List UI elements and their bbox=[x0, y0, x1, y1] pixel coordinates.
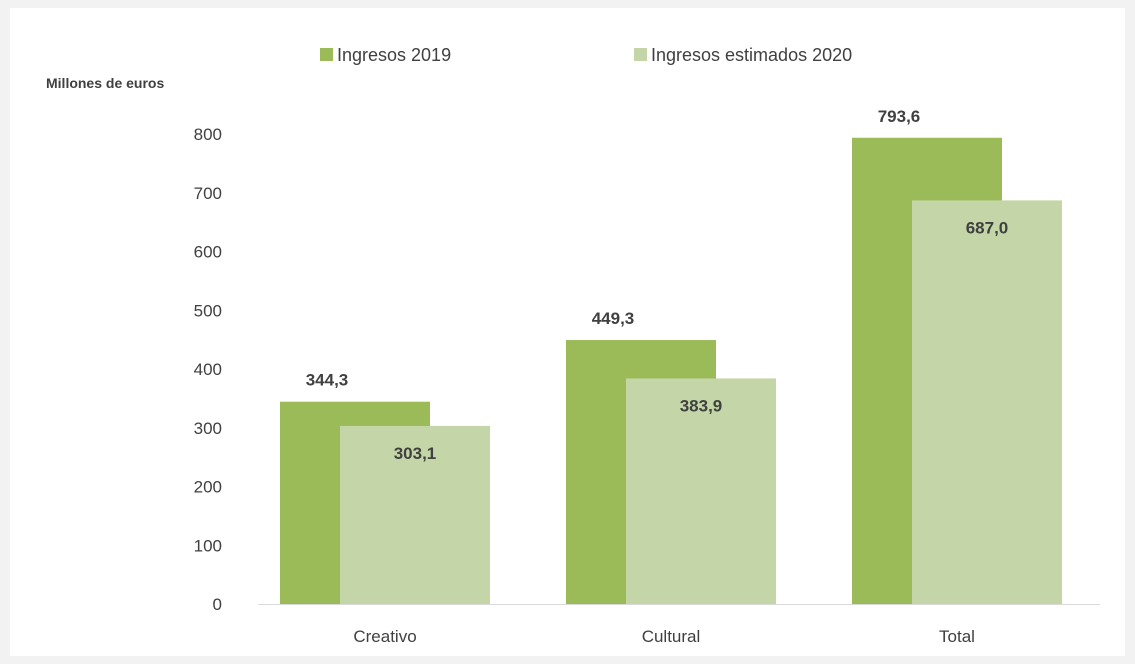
y-tick-label: 300 bbox=[194, 419, 222, 438]
legend-label: Ingresos 2019 bbox=[337, 45, 451, 65]
legend-swatch bbox=[320, 48, 333, 61]
data-label: 793,6 bbox=[878, 107, 921, 126]
y-tick-label: 600 bbox=[194, 243, 222, 262]
legend-swatch bbox=[634, 48, 647, 61]
bar-creativo-series-2 bbox=[340, 425, 490, 604]
y-tick-label: 0 bbox=[213, 595, 222, 614]
y-axis-label: Millones de euros bbox=[46, 75, 164, 91]
data-label: 303,1 bbox=[394, 444, 437, 463]
legend: Ingresos 2019 Ingresos estimados 2020 bbox=[320, 45, 852, 65]
data-labels: 344,3 303,1 449,3 383,9 793,6 687,0 bbox=[306, 107, 1009, 463]
data-label: 383,9 bbox=[680, 396, 723, 415]
data-label: 687,0 bbox=[966, 218, 1009, 237]
y-tick-label: 200 bbox=[194, 478, 222, 497]
data-label: 449,3 bbox=[592, 309, 635, 328]
y-tick-label: 100 bbox=[194, 536, 222, 555]
bars bbox=[280, 137, 1062, 604]
chart-frame: Ingresos 2019 Ingresos estimados 2020 Mil… bbox=[10, 8, 1125, 656]
x-tick-label: Cultural bbox=[642, 627, 701, 646]
y-tick-label: 700 bbox=[194, 184, 222, 203]
category-labels: Creativo Cultural Total bbox=[353, 627, 975, 646]
y-tick-label: 500 bbox=[194, 301, 222, 320]
bar-cultural-series-2 bbox=[626, 378, 776, 604]
bar-chart: Ingresos 2019 Ingresos estimados 2020 Mil… bbox=[46, 45, 1100, 646]
y-tick-label: 400 bbox=[194, 360, 222, 379]
x-tick-label: Total bbox=[939, 627, 975, 646]
y-tick-label: 800 bbox=[194, 125, 222, 144]
x-tick-label: Creativo bbox=[353, 627, 416, 646]
data-label: 344,3 bbox=[306, 371, 349, 390]
bar-total-series-2 bbox=[912, 200, 1062, 604]
legend-label: Ingresos estimados 2020 bbox=[651, 45, 852, 65]
y-axis-ticks: 0 100 200 300 400 500 600 700 800 bbox=[194, 125, 222, 614]
